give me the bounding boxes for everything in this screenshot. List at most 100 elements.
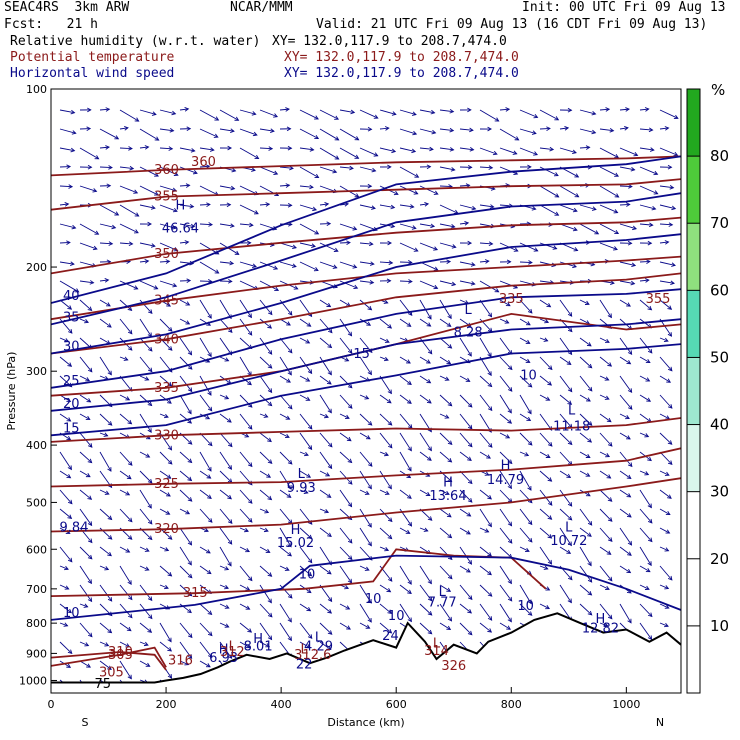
wind-arrowhead-722 [245, 548, 250, 553]
wind-arrowhead-399 [605, 338, 610, 344]
wind-arrow-652 [79, 508, 92, 526]
wind-arrow-168 [319, 203, 329, 206]
wind-arrow-541 [339, 432, 352, 442]
wind-arrowhead-27 [605, 107, 611, 112]
wind-arrow-671 [459, 508, 471, 517]
wind-arrow-360 [439, 318, 451, 327]
wind-arrow-72 [259, 147, 273, 150]
wind-arrow-431 [619, 356, 631, 365]
wind-arrow-619 [659, 470, 670, 476]
y-tick-label-700: 700 [26, 583, 47, 596]
wind-arrow-497 [79, 413, 90, 420]
wind-arrow-131 [199, 185, 219, 196]
wind-arrowhead-277 [646, 259, 651, 264]
wind-arrow-425 [499, 356, 513, 370]
wind-contour-35 [51, 192, 681, 326]
wind-arrow-376 [139, 337, 153, 352]
contour-annotation-35: 316 [168, 654, 193, 669]
wind-arrowhead-120 [614, 172, 620, 177]
wind-arrow-338 [619, 299, 631, 307]
contour-annotation-21: 12.82 [582, 622, 619, 637]
wind-arrow-717 [139, 546, 150, 552]
wind-arrowhead-376 [147, 346, 153, 352]
contour-annotation-3: L [464, 303, 472, 318]
colorbar-tick-label-80: 80 [710, 147, 729, 165]
wind-arrowhead-424 [487, 371, 492, 377]
wind-arrow-632 [299, 489, 308, 494]
colorbar-tick-label-60: 60 [710, 281, 729, 299]
wind-arrowhead-42 [286, 126, 292, 132]
wind-arrow-437 [119, 375, 133, 392]
wind-arrowhead-812 [187, 608, 192, 614]
wind-arrow-636 [379, 489, 390, 495]
wind-arrowhead-492 [604, 395, 610, 400]
wind-arrowhead-168 [324, 202, 330, 207]
wind-arrow-355 [339, 318, 352, 336]
wind-arrow-452 [419, 375, 431, 384]
wind-arrowhead-421 [426, 359, 431, 364]
wind-arrow-35 [139, 128, 159, 141]
wind-arrowhead-764 [466, 568, 471, 573]
wind-arrowhead-760 [387, 577, 393, 582]
wind-arrowhead-203 [411, 225, 417, 230]
wind-arrow-258 [259, 261, 278, 270]
wind-arrow-492 [599, 394, 610, 400]
wind-arrowhead-588 [667, 460, 673, 466]
y-tick-label-900: 900 [26, 647, 47, 660]
wind-arrow-339 [639, 299, 652, 311]
wind-arrow-727 [339, 546, 353, 560]
wind-arrow-367 [579, 318, 590, 325]
wind-arrow-189 [119, 223, 139, 234]
wind-arrowhead-784 [245, 586, 251, 591]
wind-arrowhead-83 [492, 150, 498, 156]
wind-arrowhead-906 [205, 663, 211, 668]
wind-arrow-785 [259, 584, 272, 603]
wind-arrow-419 [379, 356, 389, 361]
colorbar-bin-0 [687, 491, 700, 693]
wind-arrowhead-667 [387, 517, 393, 523]
wind-arrowhead-805 [664, 585, 670, 590]
wind-arrowhead-33 [114, 135, 120, 140]
wind-arrow-672 [479, 508, 492, 527]
wind-arrowhead-698 [387, 534, 393, 540]
wind-arrow-198 [299, 223, 319, 235]
wind-arrowhead-842 [167, 637, 172, 643]
wind-arrowhead-72 [268, 146, 274, 151]
wind-arrow-777 [99, 584, 113, 602]
wind-arrow-203 [399, 223, 416, 229]
contour-annotation-43: 10 [365, 592, 382, 607]
wind-arrow-490 [559, 394, 572, 405]
wind-arrowhead-358 [406, 322, 412, 327]
wind-arrowhead-98 [173, 171, 179, 176]
wind-arrowhead-644 [547, 501, 553, 506]
terrain-fill [51, 613, 681, 693]
wind-arrowhead-457 [527, 382, 533, 388]
wind-arrow-549 [499, 432, 510, 439]
wind-arrow-500 [139, 413, 152, 433]
wind-arrowhead-609 [467, 479, 473, 485]
wind-arrowhead-74 [309, 147, 315, 152]
wind-arrowhead-695 [327, 532, 332, 538]
wind-arrowhead-493 [627, 405, 633, 410]
wind-arrowhead-742 [647, 561, 652, 567]
theta-contour-355 [51, 178, 681, 211]
wind-arrowhead-748 [144, 566, 150, 571]
wind-arrowhead-558 [67, 465, 72, 471]
wind-arrowhead-750 [187, 573, 193, 579]
wind-arrowhead-579 [486, 454, 491, 459]
wind-arrowhead-872 [143, 641, 149, 647]
wind-arrowhead-595 [187, 476, 193, 482]
wind-arrow-605 [379, 470, 392, 489]
wind-arrowhead-709 [607, 537, 613, 542]
wind-arrowhead-289 [274, 286, 280, 291]
wind-arrowhead-849 [307, 634, 313, 640]
wind-arrow-191 [159, 223, 176, 229]
wind-arrow-747 [119, 565, 132, 585]
wind-arrowhead-41 [270, 128, 275, 133]
wind-arrow-710 [619, 527, 632, 546]
theta-contour-310 [51, 651, 167, 671]
wind-arrow-472 [199, 394, 213, 412]
wind-arrow-738 [559, 546, 571, 554]
wind-arrow-471 [179, 394, 192, 414]
wind-arrowhead-505 [247, 424, 253, 430]
